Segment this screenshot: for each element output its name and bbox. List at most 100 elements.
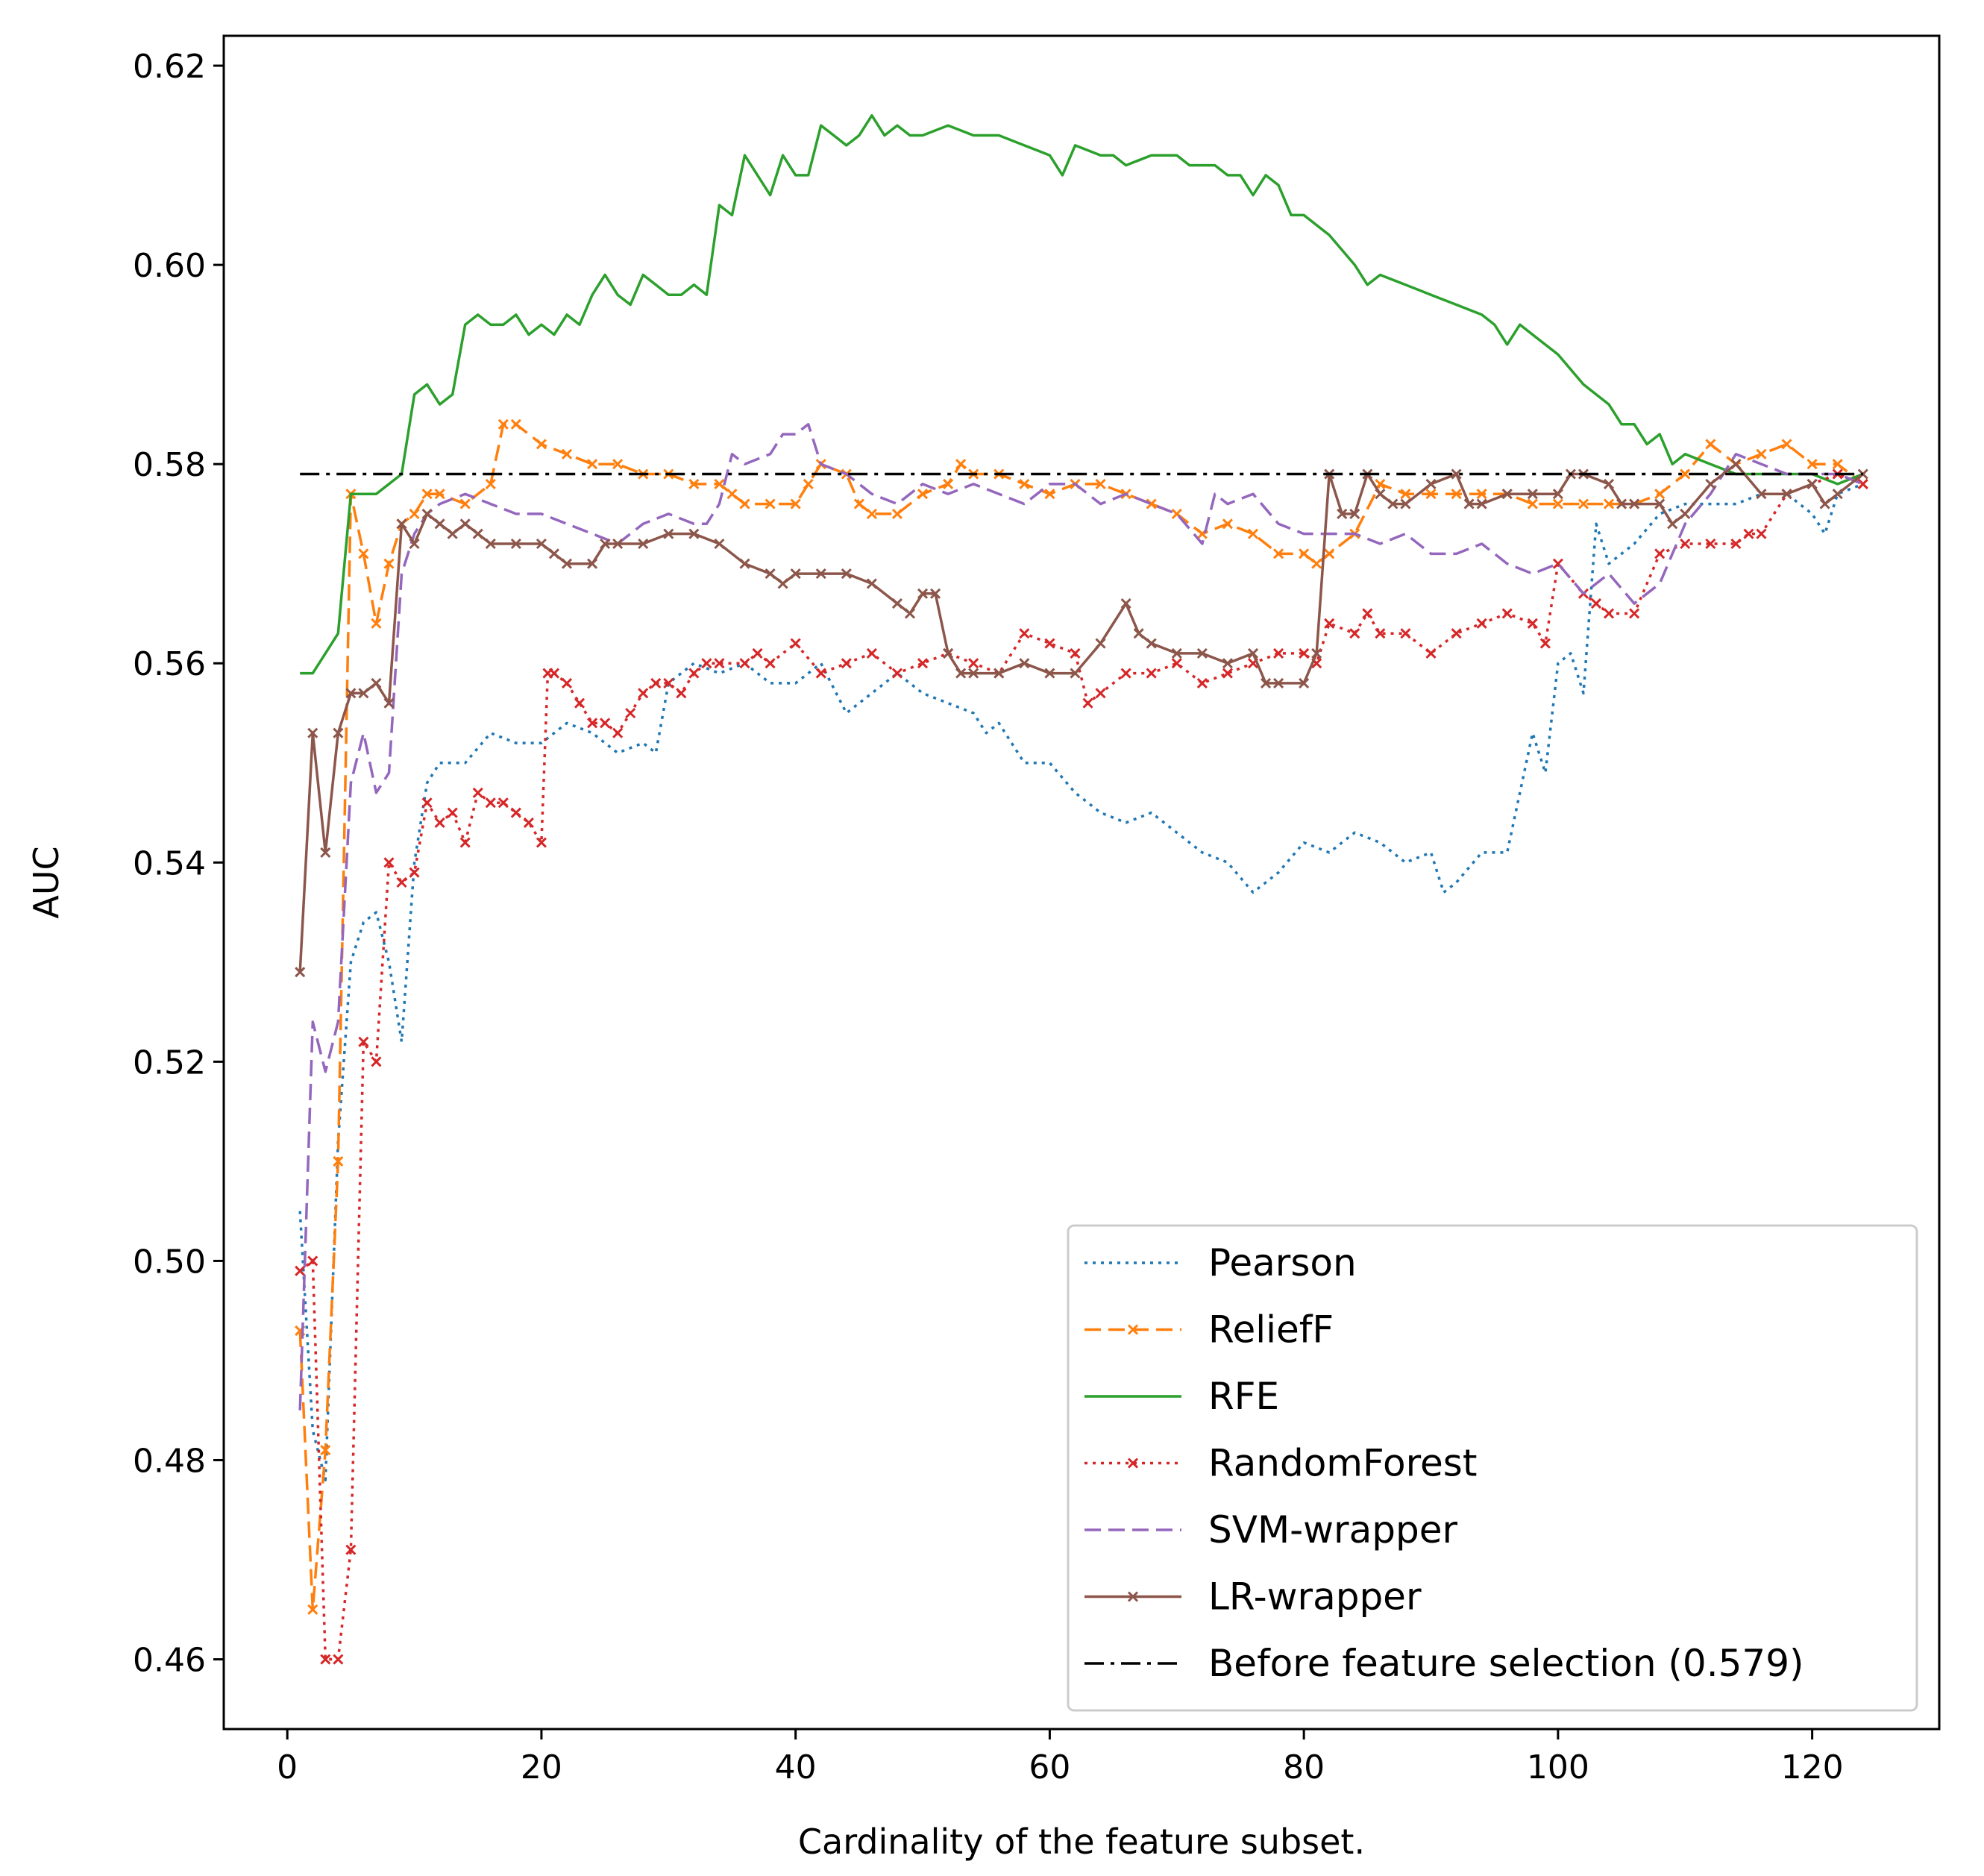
data-point-relieff-19 (612, 459, 624, 470)
data-point-lr-wrapper-84 (1819, 498, 1830, 509)
data-point-relieff-47 (1222, 518, 1233, 530)
x-tick-label: 120 (1781, 1748, 1844, 1786)
data-point-randomforest-79 (1705, 538, 1716, 550)
data-point-lr-wrapper-22 (612, 538, 624, 550)
x-tick-label: 0 (277, 1748, 298, 1786)
x-tick-label: 40 (775, 1748, 817, 1786)
data-point-randomforest-29 (650, 677, 662, 689)
data-point-lr-wrapper-34 (891, 598, 903, 609)
data-point-lr-wrapper-51 (1222, 658, 1233, 669)
series-line-rfe (300, 114, 1864, 675)
data-point-lr-wrapper-76 (1654, 498, 1666, 509)
y-axis-title: AUC (26, 846, 66, 918)
data-point-randomforest-26 (612, 727, 624, 738)
data-point-relieff-15 (510, 418, 521, 430)
data-point-lr-wrapper-66 (1463, 498, 1475, 509)
data-point-lr-wrapper-77 (1667, 518, 1678, 530)
data-point-lr-wrapper-47 (1133, 628, 1144, 639)
data-point-lr-wrapper-42 (1019, 658, 1030, 669)
data-point-randomforest-34 (714, 658, 725, 669)
data-point-lr-wrapper-37 (930, 588, 941, 599)
data-point-lr-wrapper-17 (536, 538, 547, 550)
data-point-relieff-28 (803, 478, 814, 489)
data-point-randomforest-69 (1501, 608, 1513, 619)
data-point-lr-wrapper-43 (1044, 668, 1055, 679)
y-tick-label: 0.56 (133, 645, 206, 683)
data-point-lr-wrapper-53 (1260, 677, 1272, 689)
data-point-relieff-39 (1019, 478, 1030, 489)
data-point-relieff-16 (536, 439, 547, 450)
series-layer (295, 114, 1868, 1665)
data-point-lr-wrapper-1 (307, 727, 318, 738)
data-point-randomforest-31 (676, 688, 687, 699)
data-point-randomforest-66 (1425, 647, 1437, 659)
data-point-randomforest-23 (574, 697, 586, 709)
series-pearson (298, 483, 1864, 1481)
data-point-randomforest-49 (1070, 647, 1081, 659)
data-point-randomforest-0 (295, 1265, 306, 1276)
data-point-lr-wrapper-25 (688, 528, 700, 539)
y-tick-label: 0.54 (133, 844, 206, 882)
data-point-lr-wrapper-73 (1603, 478, 1615, 489)
data-point-lr-wrapper-54 (1273, 677, 1284, 689)
data-point-relieff-36 (955, 459, 967, 470)
data-point-randomforest-51 (1095, 688, 1106, 699)
legend-label-svm-wrapper: SVM-wrapper (1208, 1508, 1457, 1552)
data-point-relieff-17 (561, 448, 573, 459)
data-point-lr-wrapper-39 (955, 668, 967, 679)
data-point-randomforest-68 (1476, 618, 1487, 629)
data-point-randomforest-2 (320, 1654, 331, 1665)
data-point-randomforest-1 (307, 1255, 318, 1267)
data-point-randomforest-77 (1654, 548, 1666, 559)
data-point-randomforest-24 (587, 718, 598, 729)
data-point-relieff-33 (891, 508, 903, 520)
data-point-relieff-58 (1476, 489, 1487, 500)
data-point-lr-wrapper-59 (1349, 508, 1360, 520)
data-point-randomforest-35 (739, 658, 750, 669)
data-point-lr-wrapper-46 (1120, 598, 1131, 609)
data-point-randomforest-58 (1273, 647, 1284, 659)
data-point-relieff-2 (320, 1445, 331, 1456)
data-point-lr-wrapper-70 (1552, 489, 1563, 500)
data-point-lr-wrapper-75 (1629, 498, 1640, 509)
x-axis-title: Cardinality of the feature subset. (798, 1822, 1365, 1862)
data-point-randomforest-7 (383, 857, 395, 868)
data-point-randomforest-55 (1196, 677, 1208, 689)
legend-label-randomforest: RandomForest (1208, 1442, 1477, 1485)
data-point-lr-wrapper-80 (1730, 459, 1742, 470)
data-point-lr-wrapper-83 (1806, 478, 1818, 489)
data-point-randomforest-37 (765, 658, 776, 669)
data-point-relieff-24 (726, 489, 738, 500)
data-point-lr-wrapper-31 (815, 568, 826, 580)
data-point-randomforest-45 (968, 658, 979, 669)
data-point-lr-wrapper-41 (993, 668, 1005, 679)
data-point-randomforest-33 (701, 658, 712, 669)
data-point-randomforest-14 (472, 787, 483, 798)
data-point-lr-wrapper-30 (790, 568, 801, 580)
data-point-lr-wrapper-21 (600, 538, 611, 550)
y-tick-label: 0.62 (133, 48, 206, 86)
data-point-randomforest-4 (345, 1544, 357, 1555)
data-point-lr-wrapper-19 (561, 558, 573, 569)
data-point-relieff-55 (1400, 489, 1411, 500)
data-point-relieff-69 (1756, 448, 1767, 459)
data-point-relieff-65 (1654, 489, 1666, 500)
data-point-lr-wrapper-65 (1451, 468, 1462, 480)
data-point-randomforest-22 (561, 677, 573, 689)
data-point-randomforest-42 (891, 668, 903, 679)
legend-marker-randomforest (1127, 1458, 1139, 1469)
data-point-relieff-9 (409, 508, 420, 520)
data-point-lr-wrapper-49 (1171, 647, 1182, 659)
data-point-lr-wrapper-15 (485, 538, 496, 550)
series-rfe (300, 114, 1864, 675)
data-point-lr-wrapper-14 (472, 528, 483, 539)
data-point-randomforest-54 (1171, 658, 1182, 669)
data-point-randomforest-10 (421, 797, 433, 809)
legend-label-lr-wrapper: LR-wrapper (1208, 1575, 1422, 1619)
data-point-relieff-51 (1311, 558, 1322, 569)
legend: Pearson ReliefF RFE RandomForest SVM-wrapper… (1067, 1224, 1918, 1712)
data-point-randomforest-5 (358, 1036, 369, 1047)
data-point-lr-wrapper-69 (1527, 489, 1538, 500)
legend-label-before-feature-selection-0-579: Before feature selection (0.579) (1208, 1642, 1804, 1685)
